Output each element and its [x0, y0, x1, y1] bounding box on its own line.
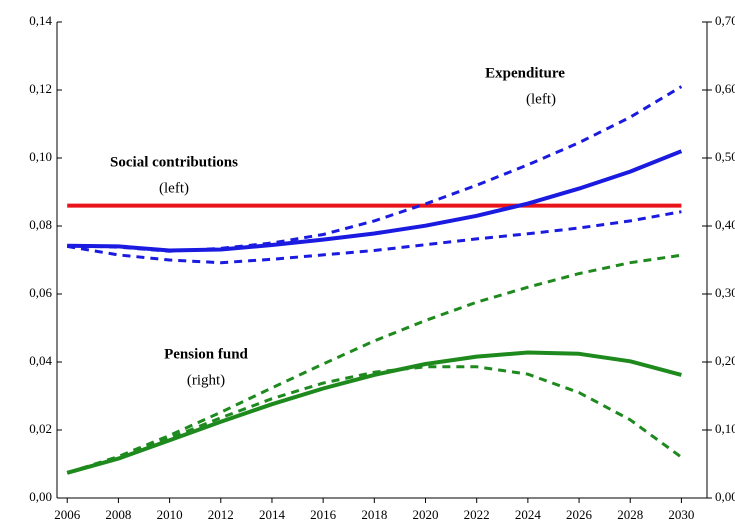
y2-tick-label: 0,20 [715, 353, 735, 368]
annotation: (right) [187, 372, 225, 388]
y-tick-label: 0,04 [29, 353, 52, 368]
x-tick-label: 2020 [413, 507, 439, 522]
y-tick-label: 0,02 [29, 421, 52, 436]
x-tick-label: 2008 [105, 507, 131, 522]
x-tick-label: 2028 [617, 507, 643, 522]
y-tick-label: 0,08 [29, 217, 52, 232]
series-line [66, 365, 683, 475]
y-tick-label: 0,12 [29, 81, 52, 96]
y2-tick-label: 0,30 [715, 285, 735, 300]
series-line [66, 253, 682, 475]
x-tick-label: 2010 [157, 507, 183, 522]
y-tick-label: 0,06 [29, 285, 52, 300]
y-tick-label: 0,00 [29, 489, 52, 504]
y2-tick-label: 0,50 [715, 149, 735, 164]
y2-tick-label: 0,60 [715, 81, 735, 96]
x-tick-label: 2006 [54, 507, 81, 522]
y2-tick-label: 0,70 [715, 13, 735, 28]
series-line [66, 350, 682, 475]
y2-tick-label: 0,10 [715, 421, 735, 436]
y-tick-label: 0,14 [29, 13, 52, 28]
annotation: Expenditure [485, 65, 565, 81]
annotation: Social contributions [110, 154, 238, 170]
y2-tick-label: 0,40 [715, 217, 735, 232]
x-tick-label: 2012 [208, 507, 234, 522]
x-tick-label: 2026 [566, 507, 593, 522]
x-tick-label: 2024 [515, 507, 542, 522]
x-tick-label: 2022 [464, 507, 490, 522]
annotation: Pension fund [164, 346, 248, 362]
x-tick-label: 2014 [259, 507, 286, 522]
y-tick-label: 0,10 [29, 149, 52, 164]
annotation: (left) [526, 91, 556, 107]
annotation: (left) [159, 180, 189, 196]
series-line [66, 210, 682, 265]
x-tick-label: 2018 [361, 507, 387, 522]
y2-tick-label: 0,00 [715, 489, 735, 504]
x-tick-label: 2030 [668, 507, 694, 522]
series-line [67, 149, 683, 253]
x-tick-label: 2016 [310, 507, 337, 522]
